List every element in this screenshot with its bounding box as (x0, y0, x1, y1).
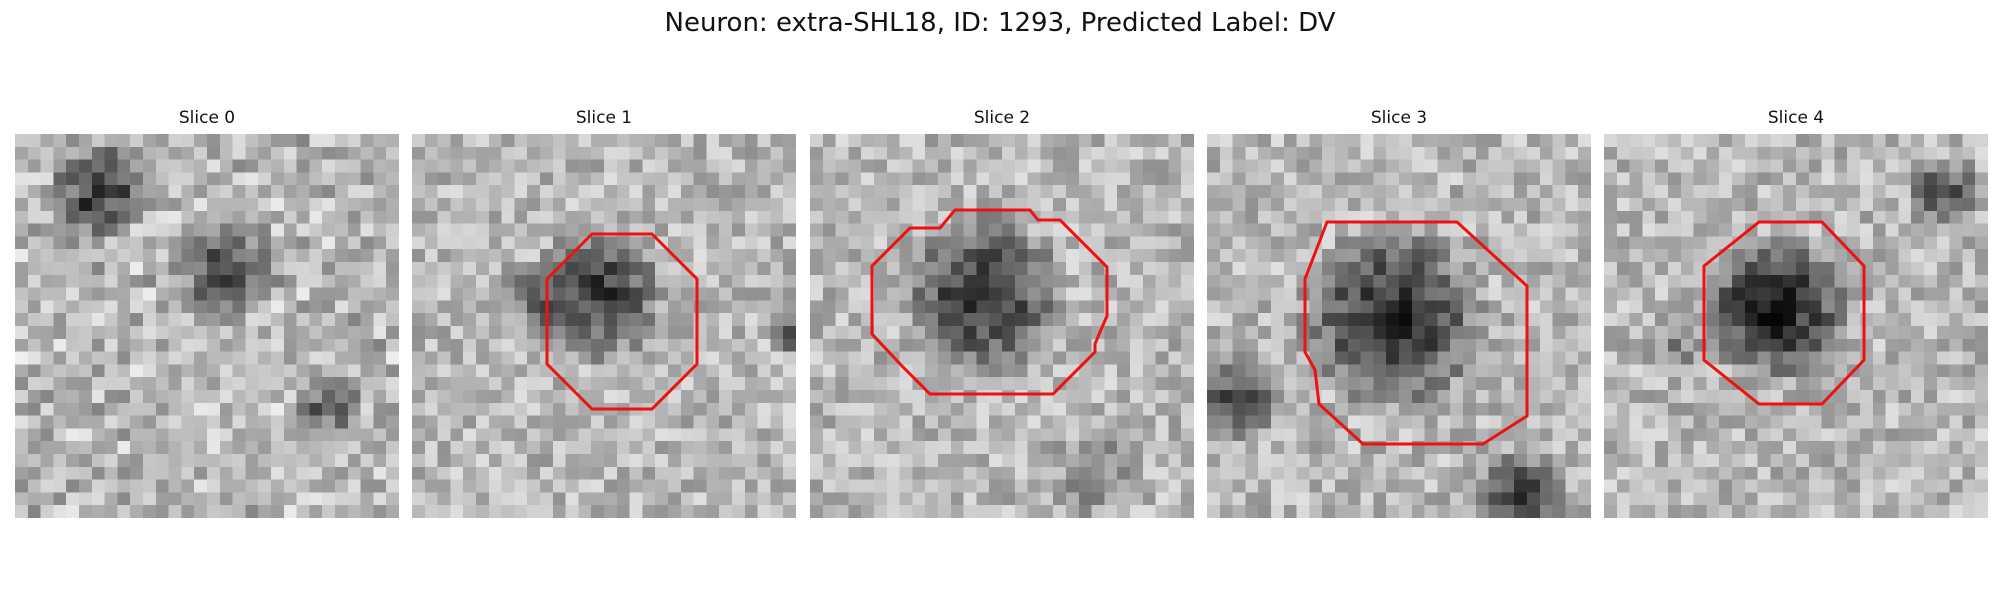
slice-title: Slice 2 (973, 108, 1031, 128)
slice-image (1604, 134, 1988, 518)
slice-image (1207, 134, 1591, 518)
microscopy-slice (412, 134, 796, 518)
slice-title: Slice 1 (575, 108, 633, 128)
slice-image (810, 134, 1194, 518)
slice-title: Slice 0 (178, 108, 236, 128)
neuron-contour (545, 232, 699, 411)
slice-image (15, 134, 399, 518)
slice-title: Slice 4 (1767, 108, 1825, 128)
slice-title: Slice 3 (1370, 108, 1428, 128)
slice-panel-1: Slice 1 (412, 108, 796, 520)
microscopy-slice (15, 134, 399, 518)
slice-panel-4: Slice 4 (1604, 108, 1988, 520)
neuron-contour (1303, 220, 1529, 446)
slice-image (412, 134, 796, 518)
microscopy-slice (810, 134, 1194, 518)
microscopy-slice (1604, 134, 1988, 518)
neuron-contour (1702, 220, 1866, 406)
figure-title: Neuron: extra-SHL18, ID: 1293, Predicted… (664, 8, 1336, 38)
slice-panel-3: Slice 3 (1207, 108, 1591, 520)
neuron-contour (870, 208, 1109, 396)
slice-panel-0: Slice 0 (15, 108, 399, 520)
slice-panel-2: Slice 2 (810, 108, 1194, 520)
